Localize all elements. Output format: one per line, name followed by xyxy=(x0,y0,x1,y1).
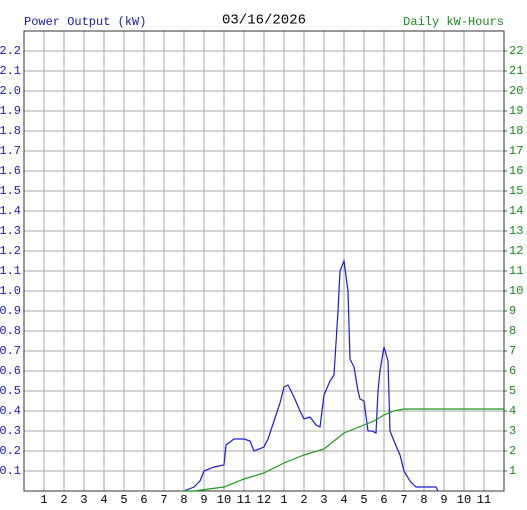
y2-tick-label: 15 xyxy=(509,184,523,198)
y-tick-label: 1.0 xyxy=(0,284,21,298)
x-tick-label: 4 xyxy=(100,493,107,507)
series-line xyxy=(183,258,439,492)
x-tick-label: 8 xyxy=(180,493,187,507)
y2-tick-label: 17 xyxy=(509,144,523,158)
y-tick-label: 1.9 xyxy=(0,104,21,118)
y-axis-label: Power Output (kW) xyxy=(24,15,146,29)
x-tick-label: 8 xyxy=(420,493,427,507)
x-tick-label: 4 xyxy=(340,493,347,507)
y-tick-label: 2.1 xyxy=(0,64,21,78)
y2-tick-label: 10 xyxy=(509,284,523,298)
y2-tick-label: 8 xyxy=(509,324,516,338)
y-tick-label: 0.1 xyxy=(0,464,21,478)
x-tick-label: 2 xyxy=(300,493,307,507)
y2-tick-label: 18 xyxy=(509,124,523,138)
x-tick-label: 3 xyxy=(80,493,87,507)
y2-tick-label: 21 xyxy=(509,64,523,78)
y-tick-label: 0.3 xyxy=(0,424,21,438)
x-tick-label: 5 xyxy=(360,493,367,507)
y-tick-label: 0.5 xyxy=(0,384,21,398)
y-tick-label: 0.2 xyxy=(0,444,21,458)
x-tick-label: 12 xyxy=(257,493,271,507)
y2-tick-label: 1 xyxy=(509,464,516,478)
y2-tick-label: 7 xyxy=(509,344,516,358)
y2-tick-label: 3 xyxy=(509,424,516,438)
y2-tick-label: 22 xyxy=(509,44,523,58)
y2-tick-label: 5 xyxy=(509,384,516,398)
y2-tick-label: 13 xyxy=(509,224,523,238)
x-tick-label: 6 xyxy=(380,493,387,507)
x-tick-label: 9 xyxy=(440,493,447,507)
y2-tick-label: 4 xyxy=(509,404,516,418)
y2-tick-label: 19 xyxy=(509,104,523,118)
x-tick-label: 10 xyxy=(457,493,471,507)
x-tick-label: 11 xyxy=(237,493,251,507)
y-tick-label: 0.8 xyxy=(0,324,21,338)
y2-tick-label: 20 xyxy=(509,84,523,98)
x-tick-label: 1 xyxy=(40,493,47,507)
y-tick-label: 0.7 xyxy=(0,344,21,358)
y-tick-label: 0.4 xyxy=(0,404,21,418)
x-tick-label: 7 xyxy=(160,493,167,507)
x-tick-label: 3 xyxy=(320,493,327,507)
y2-tick-label: 16 xyxy=(509,164,523,178)
y2-tick-label: 12 xyxy=(509,244,523,258)
y2-tick-label: 6 xyxy=(509,364,516,378)
y-tick-label: 1.3 xyxy=(0,224,21,238)
chart-title: 03/16/2026 xyxy=(222,13,306,29)
x-tick-label: 7 xyxy=(400,493,407,507)
series-line xyxy=(184,408,504,492)
y-tick-label: 2.2 xyxy=(0,44,21,58)
y-tick-label: 0.9 xyxy=(0,304,21,318)
x-tick-label: 9 xyxy=(200,493,207,507)
plot-border xyxy=(23,30,505,492)
y-tick-label: 1.1 xyxy=(0,264,21,278)
y2-tick-label: 14 xyxy=(509,204,523,218)
y-tick-label: 0.6 xyxy=(0,364,21,378)
y-tick-label: 2.0 xyxy=(0,84,21,98)
y2-tick-label: 9 xyxy=(509,304,516,318)
x-tick-label: 6 xyxy=(140,493,147,507)
y-tick-label: 1.4 xyxy=(0,204,21,218)
y-tick-label: 1.2 xyxy=(0,244,21,258)
x-tick-label: 2 xyxy=(60,493,67,507)
x-tick-label: 5 xyxy=(120,493,127,507)
x-tick-label: 1 xyxy=(280,493,287,507)
x-tick-label: 11 xyxy=(477,493,491,507)
x-tick-label: 10 xyxy=(217,493,231,507)
y2-tick-label: 11 xyxy=(509,264,523,278)
y2-tick-label: 2 xyxy=(509,444,516,458)
y-tick-label: 1.7 xyxy=(0,144,21,158)
y2-axis-label: Daily kW-Hours xyxy=(403,15,504,29)
y-tick-label: 1.8 xyxy=(0,124,21,138)
y-tick-label: 1.6 xyxy=(0,164,21,178)
y-tick-label: 1.5 xyxy=(0,184,21,198)
